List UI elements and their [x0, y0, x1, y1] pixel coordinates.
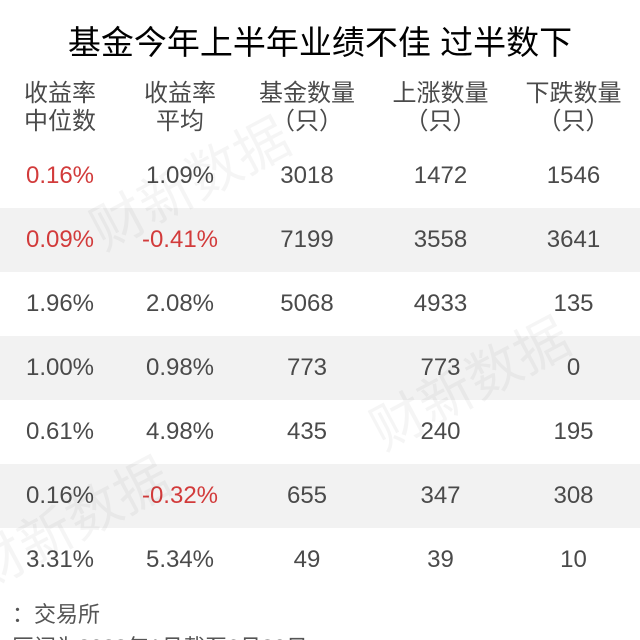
- cell-total: 49: [240, 546, 374, 574]
- cell-median: 3.31%: [0, 546, 120, 574]
- col-header-line1: 收益率: [144, 80, 216, 108]
- cell-avg: -0.32%: [120, 482, 240, 510]
- cell-down: 308: [507, 482, 640, 510]
- cell-total: 5068: [240, 290, 374, 318]
- table-row: 0.16%1.09%301814721546: [0, 144, 640, 208]
- cell-median: 0.16%: [0, 162, 120, 190]
- data-table: 收益率 中位数 收益率 平均 基金数量 （只） 上涨数量 （只） 下跌数量 （只…: [0, 72, 640, 592]
- col-header-avg: 收益率 平均: [120, 80, 240, 135]
- cell-median: 0.16%: [0, 482, 120, 510]
- cell-avg: 2.08%: [120, 290, 240, 318]
- cell-down: 135: [507, 290, 640, 318]
- col-header-down: 下跌数量 （只）: [507, 80, 640, 135]
- col-header-line1: 收益率: [24, 80, 96, 108]
- col-header-line2: 平均: [156, 108, 204, 136]
- cell-up: 4933: [374, 290, 507, 318]
- cell-up: 1472: [374, 162, 507, 190]
- footer-source: ：交易所: [12, 598, 640, 631]
- col-header-line2: （只）: [405, 108, 477, 136]
- cell-up: 773: [374, 354, 507, 382]
- cell-down: 10: [507, 546, 640, 574]
- col-header-line2: （只）: [271, 108, 343, 136]
- page-title: 基金今年上半年业绩不佳 过半数下: [0, 0, 640, 72]
- table-row: 3.31%5.34%493910: [0, 528, 640, 592]
- cell-median: 0.09%: [0, 226, 120, 254]
- cell-total: 773: [240, 354, 374, 382]
- table-header-row: 收益率 中位数 收益率 平均 基金数量 （只） 上涨数量 （只） 下跌数量 （只…: [0, 72, 640, 144]
- table-row: 0.16%-0.32%655347308: [0, 464, 640, 528]
- cell-avg: 1.09%: [120, 162, 240, 190]
- cell-up: 240: [374, 418, 507, 446]
- col-header-line1: 上涨数量: [393, 80, 489, 108]
- footer-period: 区间为2023年1月截至6月30日: [12, 631, 640, 640]
- cell-up: 3558: [374, 226, 507, 254]
- table-row: 0.61%4.98%435240195: [0, 400, 640, 464]
- cell-avg: 0.98%: [120, 354, 240, 382]
- cell-median: 1.00%: [0, 354, 120, 382]
- cell-down: 1546: [507, 162, 640, 190]
- cell-down: 0: [507, 354, 640, 382]
- cell-total: 3018: [240, 162, 374, 190]
- table-row: 0.09%-0.41%719935583641: [0, 208, 640, 272]
- cell-total: 655: [240, 482, 374, 510]
- cell-avg: -0.41%: [120, 226, 240, 254]
- table-footer: ：交易所 区间为2023年1月截至6月30日: [0, 592, 640, 640]
- cell-avg: 5.34%: [120, 546, 240, 574]
- cell-down: 3641: [507, 226, 640, 254]
- cell-up: 347: [374, 482, 507, 510]
- col-header-median: 收益率 中位数: [0, 80, 120, 135]
- cell-median: 1.96%: [0, 290, 120, 318]
- col-header-line2: 中位数: [24, 108, 96, 136]
- table-row: 1.96%2.08%50684933135: [0, 272, 640, 336]
- col-header-line1: 下跌数量: [526, 80, 622, 108]
- col-header-line1: 基金数量: [259, 80, 355, 108]
- col-header-line2: （只）: [538, 108, 610, 136]
- cell-total: 435: [240, 418, 374, 446]
- cell-total: 7199: [240, 226, 374, 254]
- col-header-total: 基金数量 （只）: [240, 80, 374, 135]
- table-row: 1.00%0.98%7737730: [0, 336, 640, 400]
- col-header-up: 上涨数量 （只）: [374, 80, 507, 135]
- cell-up: 39: [374, 546, 507, 574]
- cell-down: 195: [507, 418, 640, 446]
- cell-avg: 4.98%: [120, 418, 240, 446]
- cell-median: 0.61%: [0, 418, 120, 446]
